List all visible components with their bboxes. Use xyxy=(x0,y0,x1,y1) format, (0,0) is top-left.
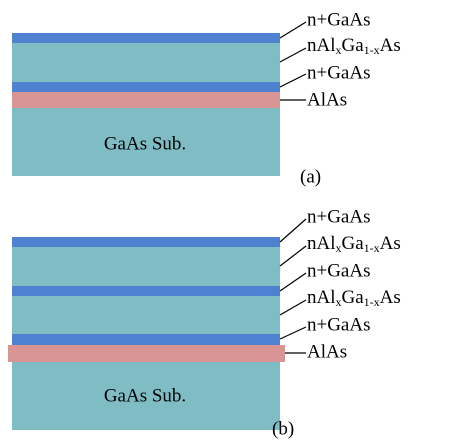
algaas-layer xyxy=(12,247,280,286)
label-part: nAl xyxy=(307,233,336,254)
leader-line xyxy=(280,48,306,62)
n-gaas-layer xyxy=(12,237,280,247)
panel-a: n+GaAs nAlxGa1-xAs n+GaAs AlAs GaAs Sub.… xyxy=(12,9,401,187)
layer-label: nAlxGa1-xAs xyxy=(307,35,401,56)
algaas-layer xyxy=(12,43,280,82)
panel-b: n+GaAs nAlxGa1-xAs n+GaAs nAlxGa1-xAs n+… xyxy=(8,206,401,439)
alas-layer xyxy=(12,92,280,108)
layer-label: AlAs xyxy=(307,341,347,362)
leader-line xyxy=(280,246,306,266)
n-gaas-layer xyxy=(12,334,280,345)
leader-line xyxy=(280,273,306,291)
layer-label: AlAs xyxy=(307,89,347,110)
label-part: As xyxy=(380,287,401,308)
label-part: Ga xyxy=(342,233,365,254)
label-sub: 1-x xyxy=(364,43,380,57)
caption: (b) xyxy=(272,418,294,439)
n-gaas-layer xyxy=(12,33,280,43)
alas-layer xyxy=(8,345,285,362)
n-gaas-layer xyxy=(12,286,280,296)
label-part: As xyxy=(380,35,401,56)
label-sub: 1-x xyxy=(364,241,380,255)
leader-line xyxy=(280,219,306,242)
caption: (a) xyxy=(300,166,321,187)
layer-label: n+GaAs xyxy=(307,62,371,83)
layer-label: n+GaAs xyxy=(307,206,371,227)
label-part: As xyxy=(380,233,401,254)
diagram: n+GaAs nAlxGa1-xAs n+GaAs AlAs GaAs Sub.… xyxy=(0,0,466,443)
label-part: Ga xyxy=(342,35,365,56)
leader-line xyxy=(280,22,306,38)
label-part: nAl xyxy=(307,287,336,308)
leader-line xyxy=(280,74,306,87)
layer-label: n+GaAs xyxy=(307,260,371,281)
leader-line xyxy=(280,300,306,315)
layer-label: n+GaAs xyxy=(307,9,371,30)
substrate-label: GaAs Sub. xyxy=(104,385,186,406)
label-sub: 1-x xyxy=(364,295,380,309)
label-part: nAl xyxy=(307,35,336,56)
algaas-layer xyxy=(12,296,280,334)
n-gaas-layer xyxy=(12,82,280,92)
layer-label: nAlxGa1-xAs xyxy=(307,287,401,308)
substrate-label: GaAs Sub. xyxy=(104,133,186,154)
leader-line xyxy=(280,327,306,339)
label-part: Ga xyxy=(342,287,365,308)
layer-label: nAlxGa1-xAs xyxy=(307,233,401,254)
layer-label: n+GaAs xyxy=(307,314,371,335)
